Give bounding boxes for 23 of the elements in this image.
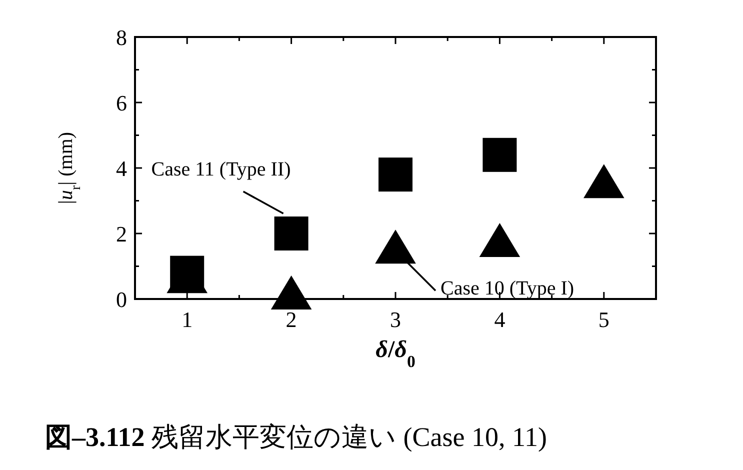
annotation: Case 11 (Type II) [151, 158, 291, 180]
annotation: Case 10 (Type I) [440, 278, 574, 300]
x-tick-label: 3 [390, 307, 401, 332]
y-tick-label: 2 [116, 222, 127, 246]
y-tick-label: 4 [116, 156, 127, 181]
y-tick-label: 8 [116, 25, 127, 50]
y-tick-label: 6 [116, 90, 127, 116]
x-tick-label: 4 [494, 307, 506, 332]
point [270, 275, 312, 310]
annotation: Case 11 (Type II) [151, 158, 291, 214]
point [479, 223, 520, 258]
point [274, 216, 308, 250]
x-tick-label: 5 [598, 307, 610, 332]
annotation: Case 10 (Type I) [406, 262, 574, 300]
x-tick-label: 1 [182, 307, 193, 332]
point [482, 138, 517, 172]
point [375, 230, 416, 264]
y-tick-label: 0 [116, 287, 127, 312]
point [584, 164, 624, 198]
x-tick-label: 2 [286, 307, 297, 332]
text: 図–3.112 残留水平変位の違い (Case 10, 11) [45, 422, 547, 452]
point [378, 158, 412, 192]
x-axis-title: δ/δ$_{0}$ [376, 337, 416, 370]
